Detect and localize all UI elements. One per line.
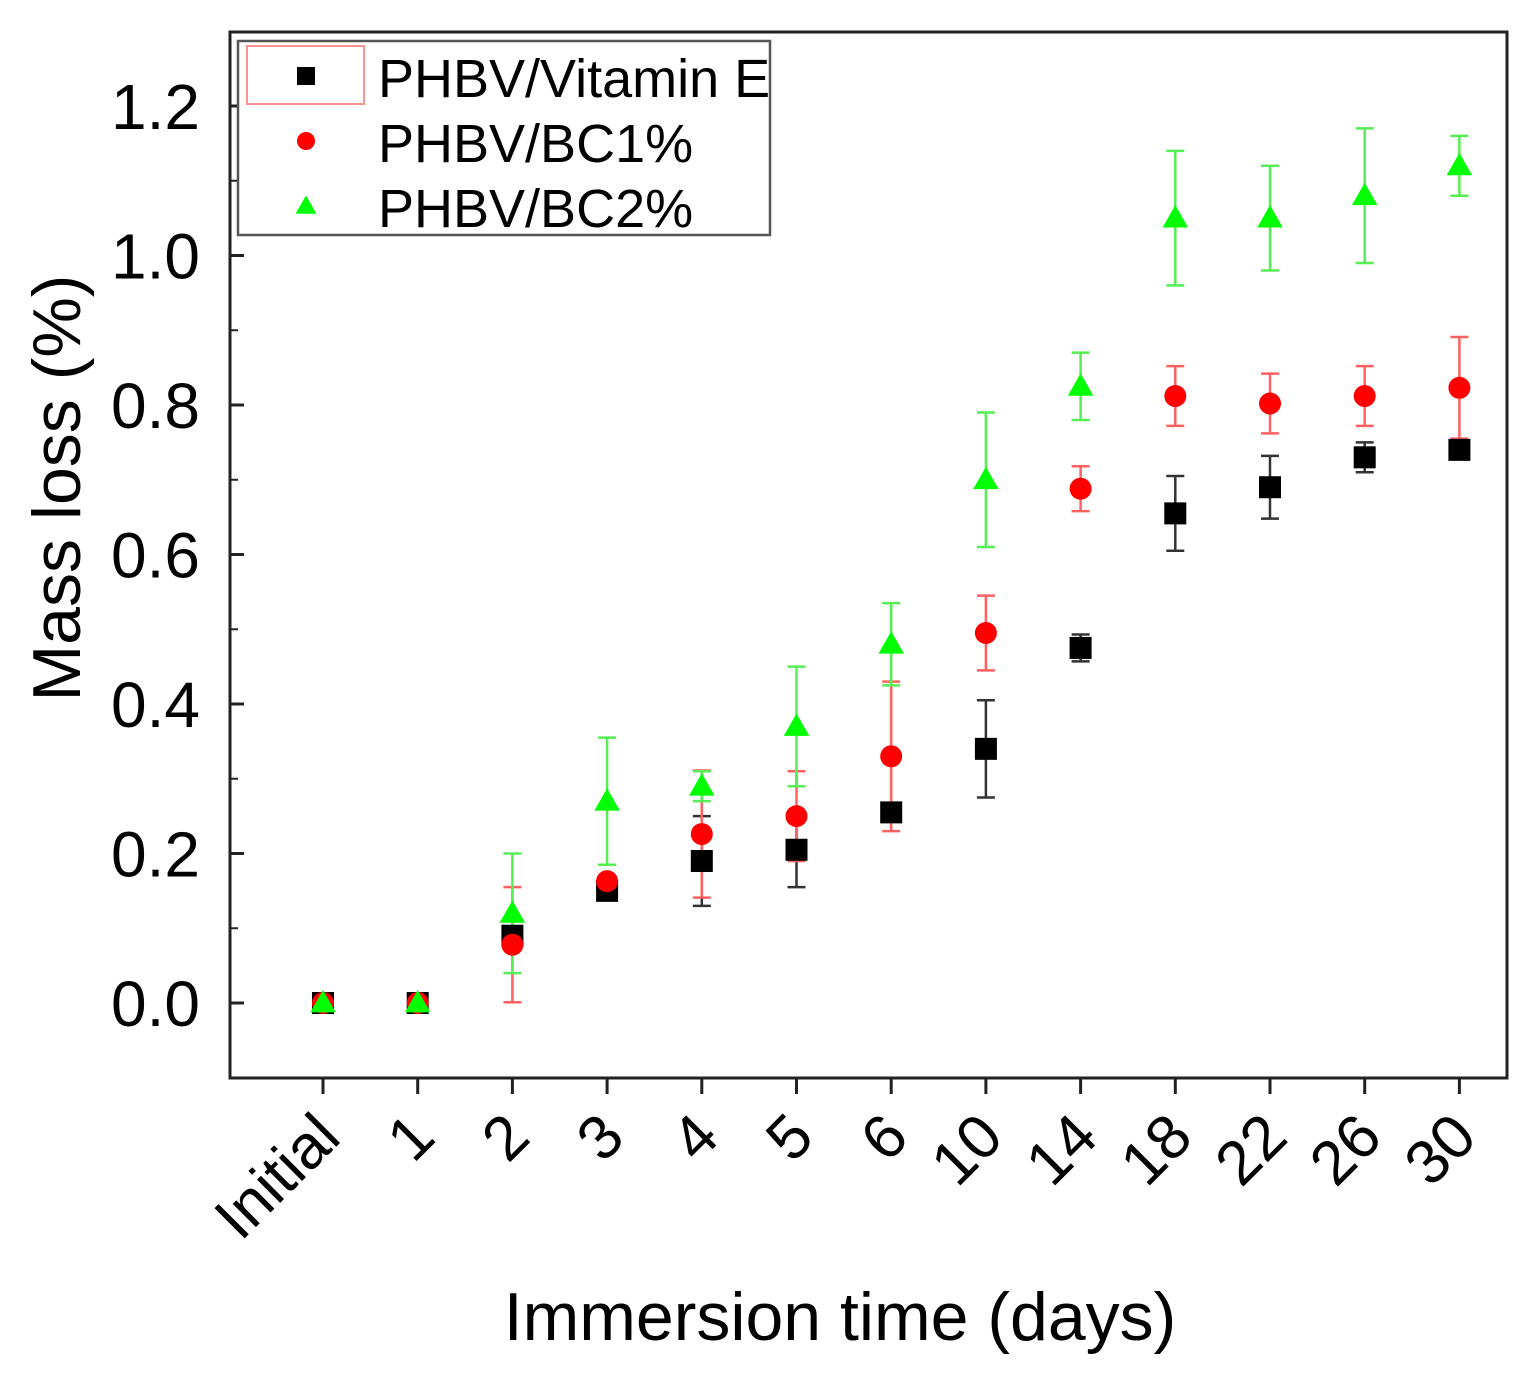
x-tick-label: 6 bbox=[848, 1101, 921, 1174]
legend-box bbox=[236, 39, 772, 237]
x-tick-label: 14 bbox=[1013, 1101, 1111, 1199]
y-tick-label: 1.0 bbox=[111, 221, 200, 293]
data-point bbox=[1351, 182, 1378, 206]
y-axis-label: Mass loss (%) bbox=[19, 275, 95, 702]
data-point bbox=[1069, 477, 1092, 500]
data-point bbox=[974, 737, 997, 760]
data-point bbox=[1164, 502, 1187, 525]
data-point bbox=[878, 631, 904, 654]
data-point bbox=[974, 621, 997, 644]
data-point bbox=[690, 849, 713, 872]
data-point bbox=[689, 773, 715, 796]
x-axis-label: Immersion time (days) bbox=[504, 1279, 1177, 1355]
legend-label: PHBV/BC2% bbox=[378, 179, 693, 239]
legend-marker bbox=[297, 67, 315, 85]
data-point bbox=[1446, 152, 1473, 176]
y-tick-label: 0.8 bbox=[111, 370, 200, 442]
y-tick-label: 0.4 bbox=[111, 669, 200, 741]
x-tick-label: 22 bbox=[1202, 1101, 1300, 1199]
legend-marker bbox=[297, 132, 315, 150]
x-tick-label: 10 bbox=[918, 1101, 1016, 1199]
data-point bbox=[1257, 205, 1283, 228]
data-point bbox=[1162, 205, 1189, 228]
data-point bbox=[1067, 373, 1094, 396]
axis-labels: Immersion time (days) Mass loss (%) bbox=[19, 275, 1176, 1355]
data-point bbox=[1448, 376, 1471, 399]
data-point bbox=[1353, 385, 1376, 408]
x-tick-label: 18 bbox=[1108, 1101, 1206, 1199]
data-point bbox=[310, 990, 336, 1013]
x-tick-label: 5 bbox=[753, 1101, 826, 1174]
legend-label: PHBV/BC1% bbox=[378, 114, 693, 174]
x-tick-label: Initial bbox=[202, 1101, 353, 1252]
data-point bbox=[594, 788, 620, 811]
x-tick-label: 26 bbox=[1297, 1101, 1395, 1199]
data-point bbox=[785, 805, 808, 828]
x-tick-label: 3 bbox=[564, 1101, 637, 1174]
data-point bbox=[973, 466, 999, 490]
plot-area bbox=[310, 127, 1473, 1014]
data-point bbox=[1259, 476, 1281, 499]
y-tick-label: 0.2 bbox=[111, 819, 200, 891]
data-point bbox=[499, 900, 526, 923]
data-point bbox=[1164, 385, 1187, 408]
data-point bbox=[1069, 636, 1092, 659]
data-point bbox=[783, 713, 810, 736]
series-2 bbox=[503, 127, 1469, 975]
legend-highlight bbox=[246, 45, 365, 105]
data-point bbox=[690, 823, 713, 846]
legend-marker bbox=[295, 195, 317, 214]
y-tick-label: 0.6 bbox=[111, 520, 200, 592]
data-point bbox=[1353, 446, 1376, 469]
data-point bbox=[1259, 392, 1281, 415]
data-point bbox=[880, 801, 903, 824]
legend-label: PHBV/Vitamin E bbox=[378, 49, 770, 109]
y-tick-label: 1.2 bbox=[111, 71, 200, 143]
x-tick-label: 4 bbox=[659, 1101, 732, 1174]
series-markers-2 bbox=[310, 152, 1473, 1013]
data-point bbox=[404, 990, 431, 1013]
data-point bbox=[1448, 438, 1471, 461]
x-tick-label: 1 bbox=[374, 1101, 447, 1174]
y-tick-label: 0.0 bbox=[111, 968, 200, 1040]
x-tick-label: 30 bbox=[1392, 1101, 1490, 1199]
data-point bbox=[596, 870, 619, 893]
data-point bbox=[501, 933, 524, 956]
data-point bbox=[880, 745, 903, 768]
x-tick-label: 2 bbox=[469, 1101, 542, 1174]
data-point bbox=[785, 838, 808, 861]
